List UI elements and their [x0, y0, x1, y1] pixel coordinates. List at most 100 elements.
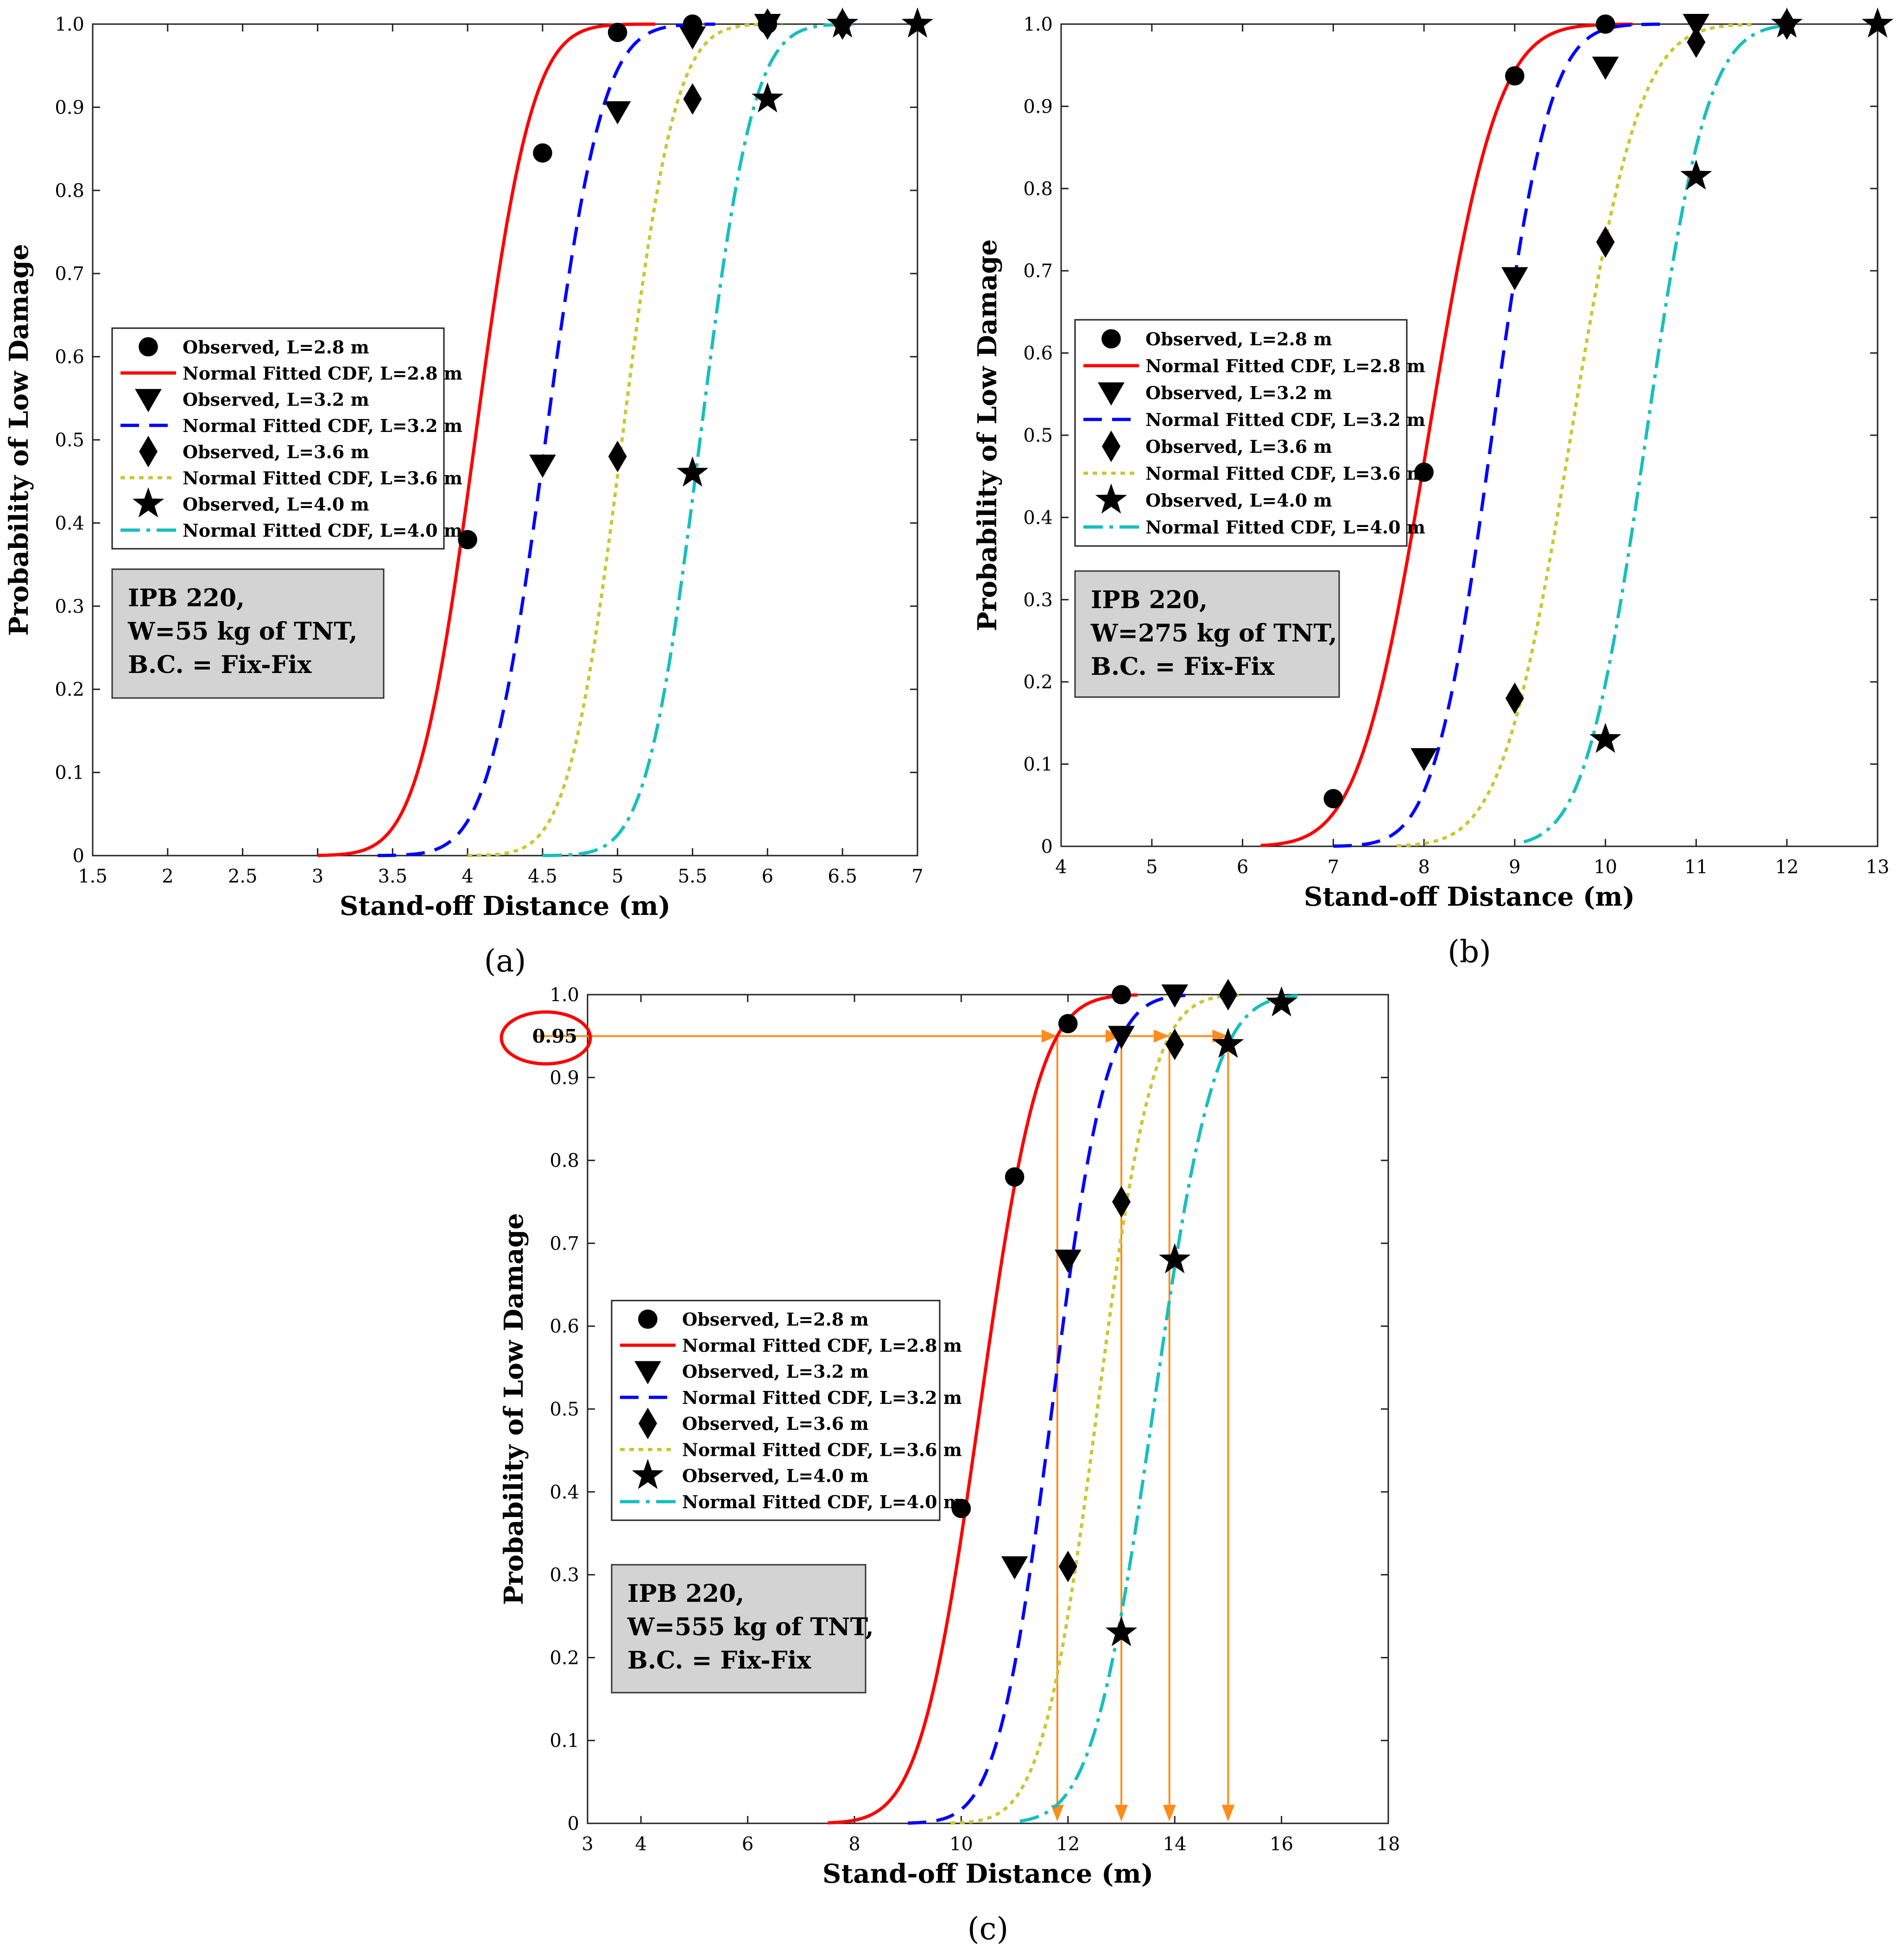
fit-curve-28 [1260, 22, 1633, 847]
fit-curve-28 [828, 993, 1138, 1825]
legend-marker [139, 337, 158, 357]
x-tick-label: 6 [762, 866, 773, 887]
y-tick-label: 0.7 [1023, 260, 1053, 282]
y-tick-label: 0.4 [55, 513, 84, 534]
arrowhead-right [1106, 1029, 1121, 1043]
y-tick-label: 0.1 [550, 1730, 579, 1752]
x-tick-label: 5 [612, 866, 623, 887]
legend-label: Observed, L=3.6 m [183, 441, 369, 462]
x-tick-label: 11 [1684, 857, 1708, 878]
x-tick-label: 4 [1055, 857, 1067, 878]
legend-marker [135, 389, 162, 413]
annotation-text: B.C. = Fix-Fix [128, 651, 312, 679]
legend-label: Observed, L=4.0 m [1145, 490, 1332, 511]
y-tick-label: 0.2 [550, 1647, 579, 1669]
x-tick-label: 18 [1377, 1834, 1400, 1855]
observed-point-circle [1595, 14, 1615, 34]
x-tick-label: 12 [1056, 1834, 1080, 1855]
observed-point-star [1212, 1028, 1244, 1058]
legend-marker [639, 1408, 657, 1440]
arrowhead-right [1153, 1029, 1170, 1043]
observed-point-star [1771, 7, 1803, 38]
y-axis-label: Probability of Low Damage [499, 1213, 529, 1605]
panel-c: 3 4 6 8 10 12 14 16 18 0 0.1 0.2 0.3 0.4 0.5 0.6 0.7 0.8 0… [499, 979, 1400, 1947]
observed-point-diamond [1112, 1186, 1131, 1218]
legend [611, 1300, 941, 1521]
x-tick-label: 10 [949, 1834, 973, 1855]
panel-label: (a) [484, 943, 526, 979]
fit-curve-40 [1019, 994, 1298, 1823]
observed-point-triangle [1683, 14, 1710, 37]
panel-label: (b) [1448, 934, 1491, 970]
observed-point-circle [951, 1498, 971, 1518]
x-axis-label: Stand-off Distance (m) [1304, 882, 1635, 912]
x-tick-label: 3 [582, 1834, 593, 1855]
observed-point-diamond [1596, 226, 1615, 258]
y-tick-label: 0.8 [550, 1150, 579, 1172]
panel-label: (c) [968, 1911, 1008, 1947]
panel-a: 1.5 2 2.5 3 3.5 4 4.5 5 5.5 6 6.5 7 0 0.1 0.2 0.3 0.4 0.5… [4, 7, 934, 979]
y-tick-label: 0.5 [55, 430, 84, 451]
y-tick-label: 0.3 [550, 1565, 579, 1586]
y-tick-label: 0 [73, 845, 84, 867]
x-axis-label: Stand-off Distance (m) [340, 891, 671, 921]
legend-marker [634, 1361, 661, 1384]
y-tick-label: 0.2 [1023, 672, 1053, 693]
fit-curve-32 [377, 22, 715, 857]
observed-point-diamond [758, 8, 777, 40]
y-tick-label: 0.7 [550, 1233, 579, 1254]
x-tick-label: 8 [848, 1834, 860, 1855]
observed-point-triangle [1108, 1026, 1135, 1049]
legend-marker [1095, 483, 1127, 514]
observed-point-triangle [1001, 1556, 1028, 1580]
x-tick-label: 6 [1237, 857, 1248, 878]
y-tick-label: 0.5 [550, 1399, 579, 1420]
observed-point-triangle [604, 101, 631, 125]
legend-marker [1098, 382, 1125, 406]
legend-label: Normal Fitted CDF, L=2.8 m [183, 363, 462, 384]
y-tick-label: 1.0 [1023, 14, 1053, 35]
y-tick-label: 0.9 [1023, 96, 1053, 117]
arrowhead-down [1115, 1805, 1128, 1822]
legend-label: Observed, L=4.0 m [682, 1466, 869, 1486]
annotation-box [1074, 570, 1340, 698]
y-axis-label: Probability of Low Damage [4, 244, 34, 636]
x-axis-label: Stand-off Distance (m) [822, 1859, 1153, 1889]
y-tick-label: 0.2 [55, 679, 84, 700]
legend-label: Observed, L=3.2 m [682, 1361, 869, 1382]
y-tick-label: 0.1 [55, 762, 84, 784]
fit-curve-28 [317, 22, 655, 857]
threshold-tick-label: 0.95 [532, 1025, 577, 1047]
legend-marker [132, 487, 164, 518]
legend-label: Normal Fitted CDF, L=2.8 m [1145, 355, 1425, 376]
observed-point-diamond [1505, 682, 1524, 714]
x-tick-label: 4 [462, 866, 473, 887]
observed-point-circle [607, 23, 627, 42]
y-tick-label: 0.5 [1023, 425, 1053, 446]
legend-marker [638, 1309, 658, 1329]
legend-label: Observed, L=3.2 m [183, 389, 369, 410]
highlight-ellipse [500, 1010, 592, 1066]
x-tick-label: 12 [1775, 857, 1799, 878]
observed-point-diamond [1165, 1028, 1184, 1060]
annotation-text: W=275 kg of TNT, [1090, 619, 1337, 647]
x-tick-label: 5.5 [678, 866, 708, 887]
x-tick-label: 4.5 [528, 866, 557, 887]
observed-point-star [1861, 7, 1894, 38]
x-tick-label: 7 [1328, 857, 1339, 878]
fit-curve-36 [950, 993, 1239, 1825]
x-tick-label: 7 [911, 866, 923, 887]
x-tick-label: 6 [742, 1834, 753, 1855]
legend-label: Observed, L=2.8 m [183, 336, 369, 357]
legend-marker [632, 1459, 664, 1489]
legend-label: Normal Fitted CDF, L=3.6 m [183, 468, 462, 489]
legend-label: Normal Fitted CDF, L=3.6 m [682, 1439, 962, 1460]
y-axis-label: Probability of Low Damage [972, 239, 1003, 631]
observed-point-triangle [679, 26, 706, 50]
legend-label: Observed, L=3.6 m [682, 1413, 869, 1434]
y-tick-label: 0.4 [550, 1482, 579, 1503]
x-tick-label: 8 [1418, 857, 1430, 878]
observed-point-star [752, 82, 784, 113]
x-tick-label: 3 [312, 866, 323, 887]
